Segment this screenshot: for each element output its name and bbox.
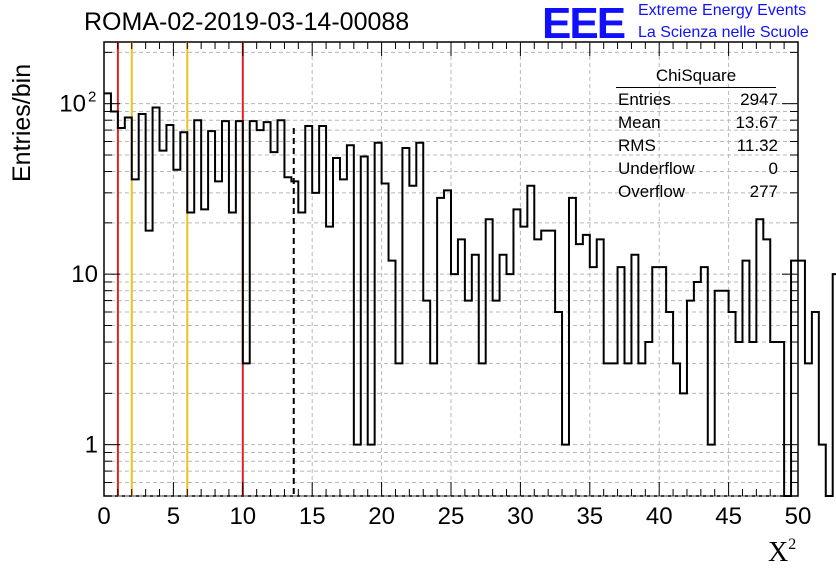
y-axis-label: Entries/bin [8, 63, 36, 182]
stats-row-mean: Mean 13.67 [612, 111, 784, 134]
x-tick-label: 50 [785, 503, 812, 530]
stats-label: Overflow [618, 182, 686, 201]
x-axis-label: X2 [768, 536, 796, 569]
stats-value: 13.67 [735, 113, 778, 132]
stats-value: 277 [749, 182, 778, 201]
x-axis-label-base: X [768, 537, 789, 568]
x-tick-label: 40 [646, 503, 673, 530]
stats-box: ChiSquare Entries 2947 Mean 13.67 RMS 11.32… [612, 66, 784, 203]
stats-label: Underflow [618, 159, 695, 178]
eee-logo: EEE [542, 0, 626, 48]
y-tick-label-sup: 2 [88, 89, 96, 106]
logo-tagline-1: Extreme Energy Events [638, 2, 807, 19]
stats-value: 2947 [740, 90, 778, 109]
histogram-series [104, 92, 836, 497]
x-tick-label: 15 [299, 503, 326, 530]
marker-lines [116, 42, 295, 496]
y-tick-label: 1 [85, 432, 98, 459]
logo-tagline-2: La Scienza nelle Scuole [638, 24, 809, 41]
run-title: ROMA-02-2019-03-14-00088 [84, 8, 410, 36]
x-axis-label-sup: 2 [788, 536, 797, 553]
x-tick-label: 45 [715, 503, 742, 530]
grid-lines [104, 42, 798, 497]
stats-row-overflow: Overflow 277 [612, 180, 784, 203]
y-tick-label: 10 [71, 261, 98, 288]
histogram-line [104, 92, 836, 497]
y-tick-label: 10 [59, 91, 86, 118]
x-tick-label: 20 [368, 503, 395, 530]
stats-row-underflow: Underflow 0 [612, 157, 784, 180]
axis-ticks [103, 42, 799, 497]
stats-label: Entries [618, 90, 671, 109]
x-tick-label: 25 [438, 503, 465, 530]
stats-value: 11.32 [736, 136, 778, 155]
x-tick-label: 30 [507, 503, 534, 530]
x-tick-label: 5 [167, 503, 180, 530]
x-tick-label: 35 [576, 503, 603, 530]
stats-row-entries: Entries 2947 [612, 88, 784, 111]
stats-row-rms: RMS 11.32 [612, 134, 784, 157]
x-tick-label: 0 [97, 503, 110, 530]
stats-title: ChiSquare [616, 66, 776, 88]
stats-label: Mean [618, 113, 661, 132]
x-tick-label: 10 [229, 503, 256, 530]
stats-value: 0 [768, 159, 778, 178]
stats-label: RMS [618, 136, 656, 155]
